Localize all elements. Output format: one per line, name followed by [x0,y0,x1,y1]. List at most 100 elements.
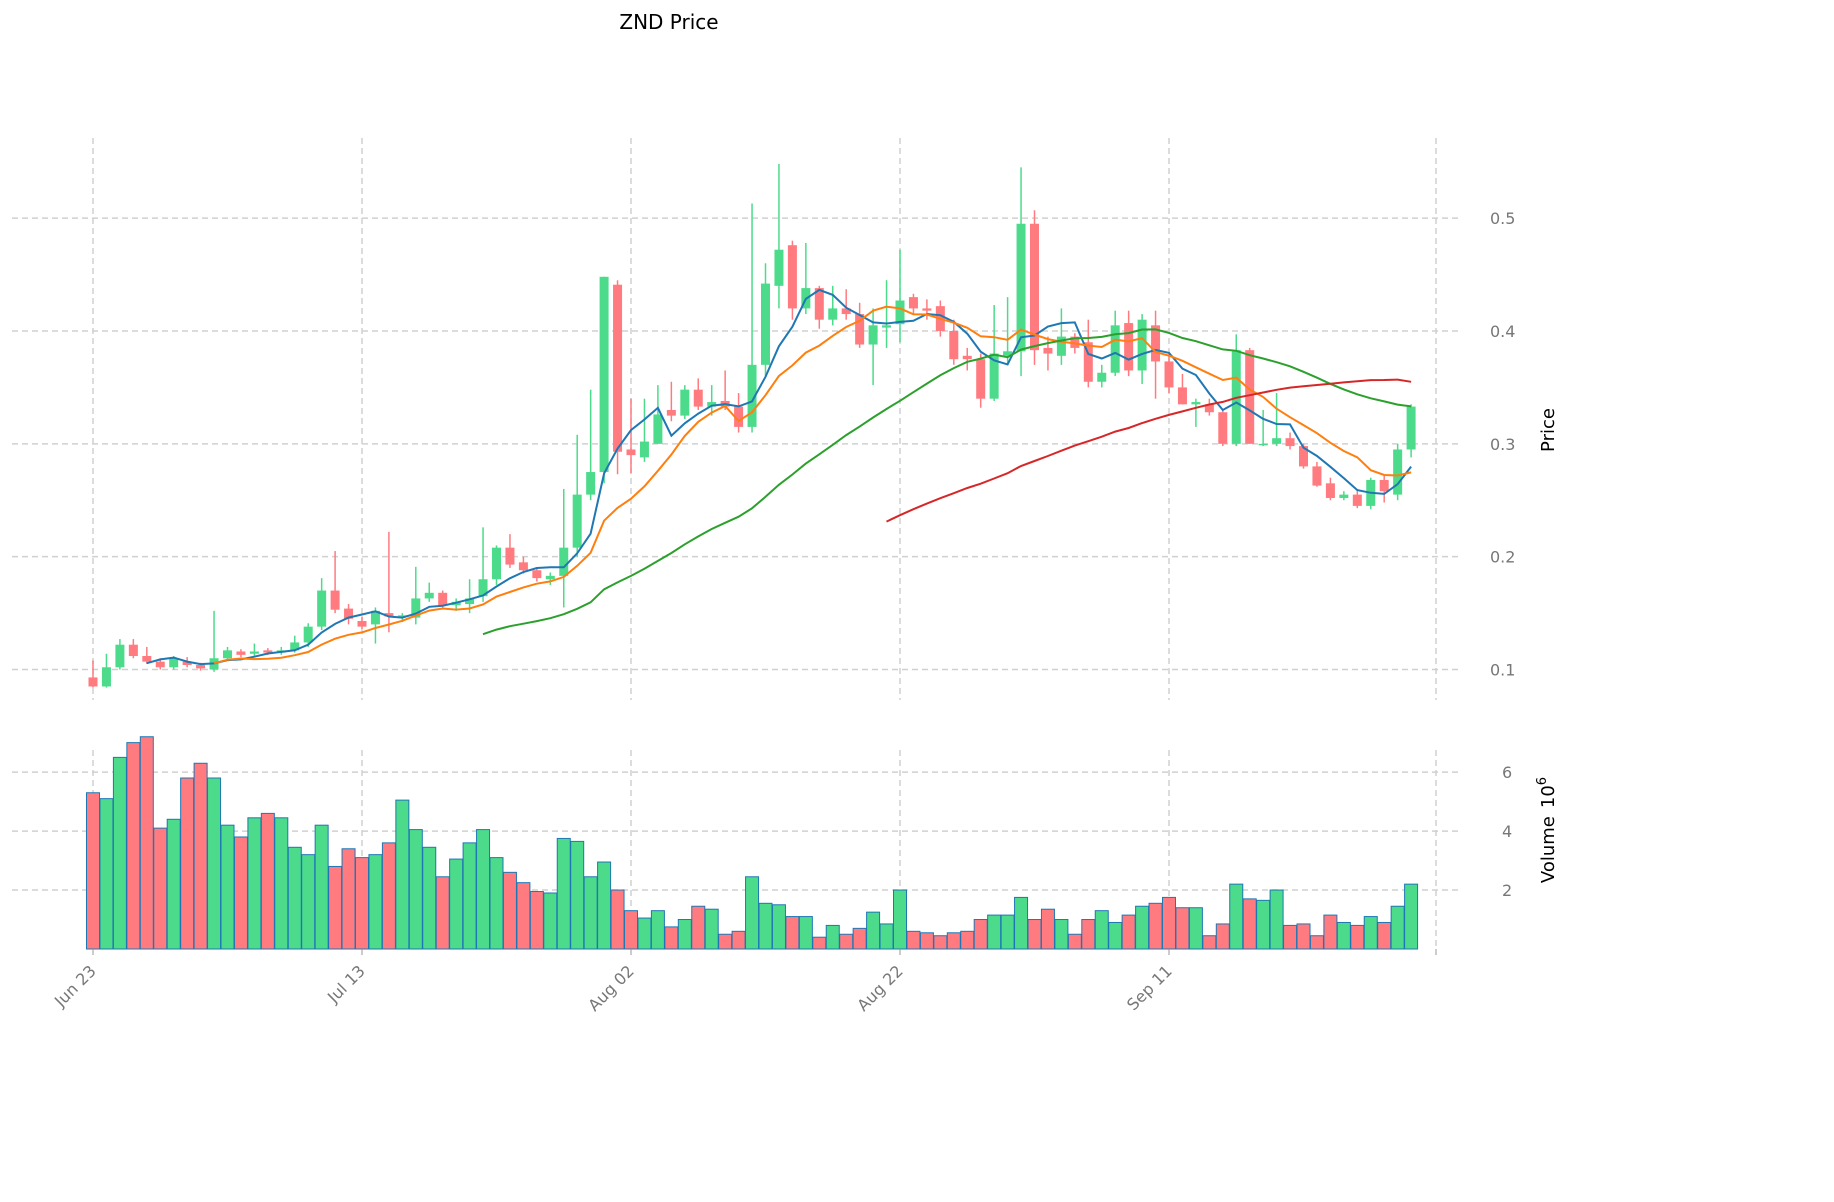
candle-body [290,642,300,651]
candle-body [532,570,542,579]
candle-body [397,615,407,617]
volume-bar [597,861,612,950]
candle-body [155,661,165,668]
candle-body [1164,361,1174,388]
volume-bar [260,812,275,950]
volume-bar [287,846,302,950]
volume-bar [341,848,356,950]
volume-bar [637,917,652,950]
candle-body [249,651,259,654]
candle-body [223,650,232,659]
volume-bar [1094,910,1109,950]
volume-label-text: Volume [1538,816,1559,883]
volume-bar [866,911,881,950]
volume-bar [1363,916,1378,950]
candle-body [1083,342,1093,382]
candle-body [734,406,744,427]
candle-body [1379,479,1389,492]
volume-bar [543,892,558,950]
volume-bar [812,936,827,950]
candle-body [962,355,972,360]
svg-text:Volume106: Volume 106 [1535,777,1559,883]
x-tick-label: Aug 22 [853,961,907,1015]
volume-bar [785,916,800,950]
volume-bar [771,904,786,950]
volume-bar [973,919,988,950]
volume-bar [126,742,141,950]
volume-bar [1296,923,1311,950]
volume-bar [1040,908,1055,950]
candle-body [236,651,246,655]
candle-body [115,644,125,668]
candle-body [1258,443,1268,446]
volume-bar [839,933,854,950]
volume-bar [355,857,369,950]
x-tick-label: Sep 11 [1123,961,1176,1014]
candle-body [693,389,703,407]
volume-bar [704,908,719,950]
candle-body [370,610,380,625]
candle-body [922,308,932,311]
volume-bar [624,910,638,950]
volume-bar [1390,905,1405,950]
volume-multiplier: 10 [1538,785,1559,808]
candle-body [989,353,999,399]
candle-body [1312,466,1322,486]
volume-bar [408,829,423,950]
volume-tick-label: 6 [1502,763,1512,782]
candle-body [882,325,892,328]
volume-bar [731,930,746,950]
volume-bar [610,889,625,950]
candle-body [1070,336,1080,348]
volume-bar [247,817,262,950]
candle-body [666,409,676,416]
volume-bar [1081,919,1096,950]
volume-bar [583,876,598,950]
volume-bar [960,930,975,950]
volume-bar [1323,914,1338,950]
candle-body [1245,350,1255,444]
volume-axis-label: Volume 106 [1535,777,1559,883]
candle-body [545,575,555,580]
x-tick-label: Jul 13 [323,961,369,1007]
volume-bar [1067,933,1082,950]
volume-bar [301,854,316,950]
candle-body [1124,323,1134,371]
volume-bar [718,933,733,950]
candle-body [303,626,313,643]
candle-body [1218,412,1228,444]
volume-bar [328,865,343,950]
volume-bar [933,935,948,950]
price-tick-label: 0.5 [1490,209,1515,228]
candle-body [747,364,757,427]
volume-bars [86,736,1419,950]
volume-bar [1175,907,1190,950]
candle-body [518,562,528,571]
volume-bar [220,824,235,950]
volume-bar [650,910,665,950]
volume-bar [1162,896,1176,950]
candle-body [1325,483,1335,498]
volume-bar [691,905,706,950]
candle-body [572,494,582,548]
price-axis-label: Price [1538,408,1559,452]
volume-bar [1014,896,1029,950]
candle-body [868,325,878,345]
volume-bar [99,798,114,950]
volume-bar [852,927,867,950]
candle-body [411,598,421,618]
candle-body [586,472,596,495]
candle-body [774,249,784,286]
volume-bar [516,882,531,950]
candle-body [1177,387,1187,405]
candle-body [1030,223,1039,351]
volume-bar [489,857,504,950]
moving-average-10-line [213,305,1412,665]
volume-bar [422,846,437,950]
candle-body [1272,438,1282,444]
candle-body [492,547,501,580]
volume-bar [381,842,396,950]
candle-body [787,245,797,309]
candle-body [142,655,152,662]
volume-bar [476,829,491,950]
